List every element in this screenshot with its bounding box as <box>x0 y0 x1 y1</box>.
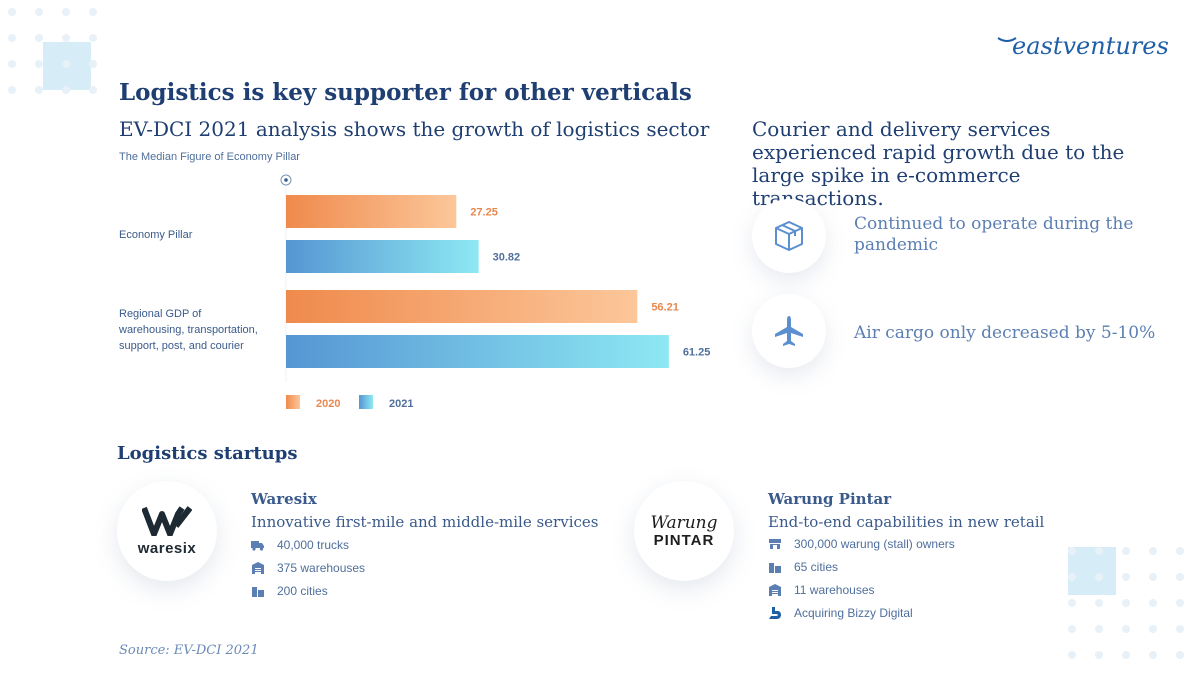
stall-icon <box>768 537 782 551</box>
bar-2021-0 <box>286 240 479 273</box>
package-icon <box>775 221 803 251</box>
startups-heading: Logistics startups <box>117 443 298 464</box>
package-icon-circle <box>752 199 826 273</box>
bar-2021-1 <box>286 335 669 368</box>
fact-warung-bizzy: Acquiring Bizzy Digital <box>768 606 913 620</box>
decor-dots-bottom-right <box>1068 547 1184 659</box>
bar-2020-0 <box>286 195 457 228</box>
east-ventures-logo: eastventures <box>997 32 1169 60</box>
city-icon <box>251 584 265 598</box>
bar-chart: 27.25 30.82 56.21 61.25 Economy Pillar Regio… <box>118 174 711 410</box>
category-label-1-2: support, post, and courier <box>119 340 244 352</box>
airplane-icon <box>775 316 803 346</box>
airplane-icon-circle <box>752 294 826 368</box>
fact-text: 40,000 trucks <box>277 538 350 552</box>
fact-waresix-warehouses: 375 warehouses <box>251 561 365 575</box>
waresix-logo-text: waresix <box>137 539 197 557</box>
fact-warung-cities: 65 cities <box>768 560 838 574</box>
decor-dots-top-left <box>8 8 97 94</box>
category-label-1-0: Regional GDP of <box>119 308 202 320</box>
startup-desc-warung-pintar: End-to-end capabilities in new retail <box>768 513 1045 531</box>
legend-label-2020: 2020 <box>316 398 340 410</box>
city-icon <box>768 560 782 574</box>
fact-text: Acquiring Bizzy Digital <box>794 606 913 620</box>
warehouse-icon <box>251 561 265 575</box>
bizzy-icon <box>768 606 782 620</box>
value-label-2020-0: 27.25 <box>470 207 498 219</box>
startup-name-waresix: Waresix <box>251 490 317 508</box>
value-label-2021-1: 61.25 <box>683 347 711 359</box>
waresix-logo: waresix <box>117 481 217 581</box>
warehouse-icon <box>768 583 782 597</box>
page-subtitle: EV-DCI 2021 analysis shows the growth of… <box>119 117 710 141</box>
category-label-0-0: Economy Pillar <box>119 229 193 241</box>
startup-desc-waresix: Innovative first-mile and middle-mile se… <box>251 513 599 531</box>
waresix-mark-icon <box>142 505 192 536</box>
startup-name-warung-pintar: Warung Pintar <box>768 490 892 508</box>
decor-square-bottom-right <box>1068 547 1116 595</box>
value-label-2020-1: 56.21 <box>651 302 679 314</box>
warung-pintar-logo: Warung PINTAR <box>634 481 734 581</box>
logo-text: eastventures <box>1012 32 1169 60</box>
warung-pintar-logo-top: Warung <box>650 512 718 533</box>
warung-pintar-logo-bottom: PINTAR <box>653 531 715 549</box>
fact-text: 200 cities <box>277 584 328 598</box>
fact-waresix-trucks: 40,000 trucks <box>251 538 349 552</box>
legend-swatch-2020 <box>286 395 300 409</box>
category-label-1-1: warehousing, transportation, <box>118 324 258 336</box>
legend-label-2021: 2021 <box>389 398 413 410</box>
axis-origin-dot <box>284 178 288 182</box>
truck-icon <box>251 538 265 552</box>
legend-swatch-2021 <box>359 395 373 409</box>
fact-text: 375 warehouses <box>277 561 366 575</box>
bar-2020-1 <box>286 290 638 323</box>
right-headline: Courier and delivery services experience… <box>752 117 1125 210</box>
page-title: Logistics is key supporter for other ver… <box>119 79 692 106</box>
fact-text: 11 warehouses <box>794 583 875 597</box>
source-note: Source: EV-DCI 2021 <box>119 643 259 658</box>
fact-text: 65 cities <box>794 560 839 574</box>
fact-waresix-cities: 200 cities <box>251 584 328 598</box>
chart-title: The Median Figure of Economy Pillar <box>119 151 300 163</box>
fact-text: 300,000 warung (stall) owners <box>794 537 955 551</box>
fact-warung-warehouses: 11 warehouses <box>768 583 875 597</box>
point-text-pandemic: Continued to operate during the pandemic <box>854 214 1134 255</box>
fact-warung-owners: 300,000 warung (stall) owners <box>768 537 955 551</box>
point-text-air-cargo: Air cargo only decreased by 5-10% <box>854 323 1156 343</box>
value-label-2021-0: 30.82 <box>493 252 521 264</box>
